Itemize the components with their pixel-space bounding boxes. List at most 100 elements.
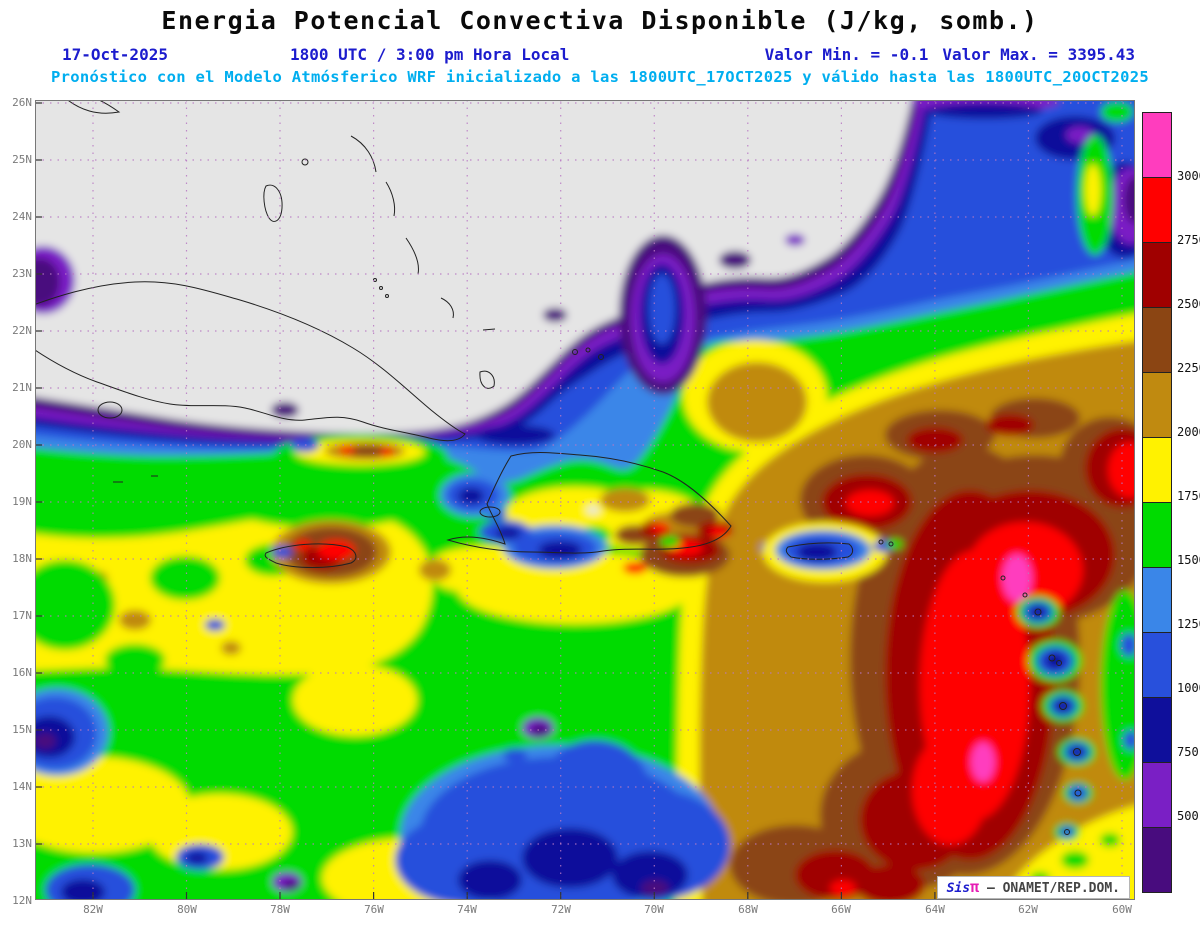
valid-time: 1800 UTC / 3:00 pm Hora Local <box>290 45 570 64</box>
long-island <box>405 237 419 275</box>
colorbar-segment <box>1143 698 1171 763</box>
colorbar-segment <box>1143 113 1171 178</box>
lon-label: 66W <box>831 903 851 916</box>
watermark-text: – ONAMET/REP.DOM. <box>986 881 1120 896</box>
lat-label: 23N <box>12 267 32 280</box>
page-title: Energia Potencial Convectiva Disponible … <box>161 6 1039 35</box>
lat-label: 12N <box>12 894 32 907</box>
lat-label: 24N <box>12 210 32 223</box>
lon-label: 80W <box>177 903 197 916</box>
colorbar-segment <box>1143 308 1171 373</box>
lon-label: 68W <box>738 903 758 916</box>
colorbar-label: 500 <box>1177 809 1199 823</box>
colorbar-label: 1500 <box>1177 553 1200 567</box>
guadeloupe <box>1056 660 1062 666</box>
great-inagua <box>479 370 495 389</box>
jamaica-coastline <box>264 543 357 568</box>
map-canvas <box>0 75 1161 925</box>
colorbar-label: 1000 <box>1177 681 1200 695</box>
cat-island <box>385 181 396 217</box>
virgin-islands <box>888 541 894 547</box>
lon-label: 74W <box>457 903 477 916</box>
lat-label: 18N <box>12 552 32 565</box>
dominica <box>1059 702 1067 710</box>
crooked-island <box>440 297 454 319</box>
colorbar-label: 2000 <box>1177 425 1200 439</box>
lon-label: 78W <box>270 903 290 916</box>
antigua <box>1034 608 1042 616</box>
colorbar-segment <box>1143 243 1171 308</box>
lon-label: 60W <box>1112 903 1132 916</box>
guadeloupe <box>1048 654 1056 662</box>
lon-label: 76W <box>364 903 384 916</box>
model-init-line: Pronóstico con el Modelo Atmósferico WRF… <box>50 68 1150 86</box>
lat-label: 22N <box>12 324 32 337</box>
lat-label: 21N <box>12 381 32 394</box>
colorbar-segment <box>1143 373 1171 438</box>
lat-label: 13N <box>12 837 32 850</box>
colorbar-label: 2250 <box>1177 361 1200 375</box>
st-vincent <box>1064 829 1070 835</box>
colorbar-segment <box>1143 438 1171 503</box>
eleuthera <box>350 135 377 173</box>
turks-caicos <box>572 349 578 355</box>
lat-label: 16N <box>12 666 32 679</box>
lat-label: 20N <box>12 438 32 451</box>
forecast-date: 17-Oct-2025 <box>62 45 168 64</box>
ragged-island <box>385 294 389 298</box>
colorbar-segment <box>1143 828 1171 892</box>
hispaniola-coastline <box>446 451 732 554</box>
coastlines <box>14 93 1082 895</box>
colorbar-label: 750 <box>1177 745 1199 759</box>
turks-caicos <box>598 354 604 360</box>
colorbar-label: 1750 <box>1177 489 1200 503</box>
colorbar-label: 3000 <box>1177 169 1200 183</box>
lon-label: 72W <box>551 903 571 916</box>
martinique <box>1073 748 1081 756</box>
colorbar-segment <box>1143 568 1171 633</box>
cuba-coastline <box>14 281 466 442</box>
andros-coastline <box>263 184 283 222</box>
colorbar-label: 1250 <box>1177 617 1200 631</box>
st-lucia <box>1074 789 1082 797</box>
st-kitts <box>1022 592 1028 598</box>
saba-statia <box>1000 575 1006 581</box>
virgin-islands <box>878 539 884 545</box>
ragged-island <box>379 286 383 290</box>
colorbar-label: 2500 <box>1177 297 1200 311</box>
colorbar-segment <box>1143 178 1171 243</box>
colorbar-label: 2750 <box>1177 233 1200 247</box>
valor-min: Valor Min. = -0.1 <box>764 45 929 64</box>
puerto-rico-coastline <box>785 542 854 560</box>
valor-max: Valor Max. = 3395.43 <box>942 45 1135 64</box>
cape-field-map <box>0 75 1161 925</box>
lon-label: 82W <box>83 903 103 916</box>
cayman-islands <box>113 475 158 483</box>
sispi-brand: Sis <box>946 881 971 896</box>
lon-label: 62W <box>1018 903 1038 916</box>
turks-caicos <box>585 347 591 353</box>
colorbar <box>1142 112 1172 893</box>
header-line: 17-Oct-2025 1800 UTC / 3:00 pm Hora Loca… <box>0 45 1200 65</box>
lon-label: 70W <box>644 903 664 916</box>
lat-label: 17N <box>12 609 32 622</box>
cape-shaded-field <box>0 75 1161 925</box>
pi-symbol: π <box>970 878 980 896</box>
lat-label: 14N <box>12 780 32 793</box>
lat-label: 19N <box>12 495 32 508</box>
onamet-watermark: Sisπ – ONAMET/REP.DOM. <box>936 876 1130 899</box>
colorbar-segment <box>1143 633 1171 698</box>
lat-label: 25N <box>12 153 32 166</box>
new-providence <box>301 158 309 166</box>
min-max-values: Valor Min. = -0.1 Valor Max. = 3395.43 <box>751 45 1135 64</box>
isla-juventud-coastline <box>97 401 123 419</box>
mayaguana <box>482 328 496 331</box>
colorbar-segment <box>1143 503 1171 568</box>
lat-label: 26N <box>12 96 32 109</box>
map-frame <box>35 100 1135 900</box>
colorbar-segment <box>1143 763 1171 828</box>
gonave-coastline <box>479 506 501 518</box>
lon-label: 64W <box>925 903 945 916</box>
lat-label: 15N <box>12 723 32 736</box>
